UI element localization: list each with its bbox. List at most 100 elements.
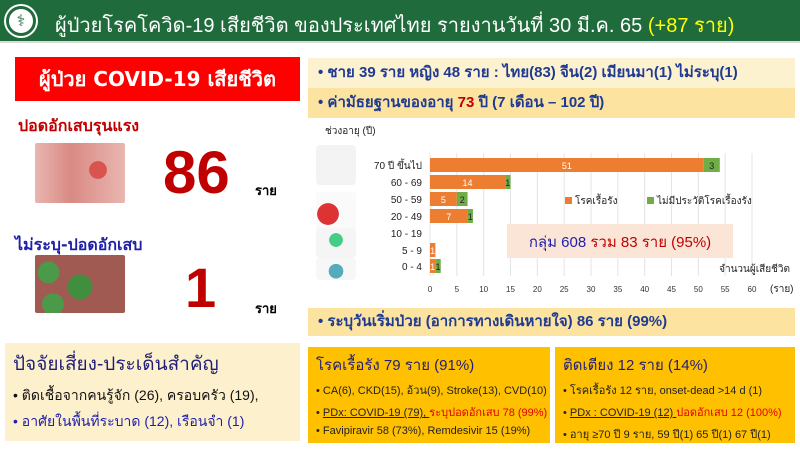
bar-data-label: 5 — [441, 195, 446, 205]
bedridden-item: • อายุ ≥70 ปี 9 ราย, 59 ปี(1) 65 ปี(1) 6… — [563, 429, 771, 441]
x-tick-label: 45 — [667, 285, 676, 294]
bar-no-chronic — [505, 175, 511, 189]
x-tick-label: 20 — [533, 285, 542, 294]
title-text: ผู้ป่วยโรคโควิด-19 เสียชีวิต ของประเทศไท… — [55, 15, 643, 37]
severe-count: 86 — [163, 139, 230, 206]
median-age-summary: • ค่ามัธยฐานของอายุ 73 ปี (7 เดือน – 102… — [308, 88, 795, 118]
chronic-item: • CA(6), CKD(15), อ้วน(9), Stroke(13), C… — [316, 385, 547, 397]
adults-figures-icon — [316, 192, 356, 232]
bar-no-chronic — [435, 259, 441, 273]
legend-swatch — [565, 197, 572, 204]
legend-swatch — [647, 197, 654, 204]
bar-no-chronic — [467, 209, 473, 223]
bar-data-label: 1 — [430, 246, 435, 256]
bar-no-chronic — [703, 158, 720, 172]
risk-factors-box: ปัจจัยเสี่ยง-ประเด็นสำคัญ • ติดเชื้อจากค… — [5, 343, 300, 441]
bedridden-title: ติดเตียง 12 ราย (14%) — [563, 357, 708, 374]
bar-chronic — [430, 259, 436, 273]
median-prefix: ค่ามัธยฐานของอายุ — [327, 94, 458, 111]
deaths-banner: ผู้ป่วย COVID-19 เสียชีวิต — [15, 57, 300, 101]
chronic-title: โรคเรื้อรัง 79 ราย (91%) — [316, 357, 475, 374]
median-value: 73 — [457, 94, 475, 111]
x-tick-label: 60 — [748, 285, 757, 294]
unit-label: ราย — [255, 184, 277, 199]
x-tick-label: 40 — [640, 285, 649, 294]
unit-label: ราย — [255, 302, 277, 317]
bar-chronic — [430, 209, 468, 223]
chronic-item-highlight: ระบุปอดอักเสบ 78 (99%) — [429, 407, 548, 419]
bar-data-label: 1 — [436, 262, 441, 272]
chronic-item-text: Favipiravir 58 (73%), Remdesivir 15 (19%… — [322, 425, 531, 437]
virus-image — [35, 255, 125, 313]
bedridden-item-text: PDx : COVID-19 (12) — [569, 407, 677, 419]
unspecified-count: 1 — [185, 256, 217, 319]
risk-item-text: อาศัยในพื้นที่ระบาด (12), เรือนจำ (1) — [21, 413, 245, 429]
bar-data-label: 2 — [460, 195, 465, 205]
risk-title: ปัจจัยเสี่ยง-ประเด็นสำคัญ — [13, 354, 219, 375]
bar-no-chronic — [456, 192, 468, 206]
median-suffix: ปี (7 เดือน – 102 ปี) — [474, 94, 605, 111]
y-tick-label: 5 - 9 — [402, 246, 422, 257]
chronic-item-text: PDx: COVID-19 (79), — [322, 407, 430, 419]
x-tick-label: 30 — [587, 285, 596, 294]
x-tick-label: 35 — [613, 285, 622, 294]
baby-figure-icon — [316, 258, 356, 280]
risk-item: • อาศัยในพื้นที่ระบาด (12), เรือนจำ (1) — [13, 413, 245, 429]
bar-data-label: 14 — [463, 178, 473, 188]
x-tick-label: 25 — [560, 285, 569, 294]
title-highlight: (+87 ราย) — [647, 15, 735, 37]
x-axis-unit: (ราย) — [770, 284, 794, 295]
chronic-item: • Favipiravir 58 (73%), Remdesivir 15 (1… — [316, 425, 531, 437]
unspecified-label: ไม่ระบุ-ปอดอักเสบ — [15, 235, 143, 254]
severe-pneumonia-label: ปอดอักเสบรุนแรง — [18, 116, 140, 135]
risk-item: • ติดเชื้อจากคนรู้จัก (26), ครอบครัว (19… — [13, 387, 259, 403]
bedridden-box: ติดเตียง 12 ราย (14%) • โรคเรื้อรัง 12 ร… — [555, 347, 795, 443]
bedridden-item: • โรคเรื้อรัง 12 ราย, onset-dead >14 d (… — [563, 385, 763, 397]
legend-label: โรคเรื้อรัง — [575, 193, 618, 207]
bar-data-label: 3 — [709, 161, 714, 171]
age-deaths-chart: ช่วงอายุ (ปี)0 5 10 15 20 25 30 35 40 45 50 55 60 (รา… — [325, 125, 794, 295]
bedridden-item-text: อายุ ≥70 ปี 9 ราย, 59 ปี(1) 65 ปี(1) 67 … — [569, 429, 771, 441]
bedridden-item: • PDx : COVID-19 (12) ปอดอักเสบ 12 (100%… — [563, 407, 782, 419]
moph-logo-icon: ⚕ — [6, 6, 36, 36]
onset-summary: • ระบุวันเริ่มป่วย (อาการทางเดินหายใจ) 8… — [308, 308, 795, 336]
y-axis-title: ช่วงอายุ (ปี) — [325, 125, 376, 137]
chronic-disease-box: โรคเรื้อรัง 79 ราย (91%) • CA(6), CKD(15… — [308, 347, 550, 443]
y-tick-label: 60 - 69 — [391, 178, 423, 189]
x-tick-label: 0 — [428, 285, 433, 294]
x-tick-label: 10 — [479, 285, 488, 294]
y-tick-label: 0 - 4 — [402, 262, 422, 273]
chronic-item-text: CA(6), CKD(15), อ้วน(9), Stroke(13), CVD… — [322, 385, 547, 397]
y-tick-label: 70 ปี ขึ้นไป — [374, 158, 422, 172]
page-title: ผู้ป่วยโรคโควิด-19 เสียชีวิต ของประเทศไท… — [55, 9, 734, 41]
x-tick-label: 5 — [455, 285, 460, 294]
onset-text: ระบุวันเริ่มป่วย (อาการทางเดินหายใจ) 86 … — [327, 313, 668, 330]
x-tick-label: 15 — [506, 285, 515, 294]
bar-data-label: 51 — [562, 161, 572, 171]
bedridden-item-text: โรคเรื้อรัง 12 ราย, onset-dead >14 d (1) — [569, 385, 763, 397]
bar-data-label: 1 — [430, 262, 435, 272]
bar-chronic — [430, 175, 506, 189]
y-tick-label: 10 - 19 — [391, 229, 423, 240]
annotation-text: กลุ่ม 608 รวม 83 ราย (95%) — [529, 234, 711, 252]
legend-label: ไม่มีประวัติโรคเรื้องรัง — [656, 193, 752, 207]
child-figure-icon — [316, 228, 356, 258]
sex-nationality-summary: • ชาย 39 ราย หญิง 48 ราย : ไทย(83) จีน(2… — [308, 58, 795, 88]
lungs-image — [35, 143, 125, 203]
bar-chronic — [430, 192, 457, 206]
header-bar: ⚕ ผู้ป่วยโรคโควิด-19 เสียชีวิต ของประเทศ… — [0, 0, 800, 43]
annotation-box — [507, 224, 733, 258]
bar-chronic — [430, 158, 704, 172]
elderly-figures-icon — [316, 145, 356, 185]
chronic-item: • PDx: COVID-19 (79), ระบุปอดอักเสบ 78 (… — [316, 407, 548, 419]
risk-item-text: ติดเชื้อจากคนรู้จัก (26), ครอบครัว (19), — [21, 387, 259, 403]
x-tick-label: 55 — [721, 285, 730, 294]
bar-data-label: 7 — [446, 212, 451, 222]
x-tick-label: 50 — [694, 285, 703, 294]
bar-chronic — [430, 243, 436, 257]
x-axis-title: จำนวนผู้เสียชีวิต — [719, 263, 790, 275]
bar-data-label: 1 — [468, 212, 473, 222]
y-tick-label: 50 - 59 — [391, 195, 423, 206]
bedridden-item-highlight: ปอดอักเสบ 12 (100%) — [676, 407, 782, 419]
summary-text: ชาย 39 ราย หญิง 48 ราย : ไทย(83) จีน(2) … — [327, 64, 738, 81]
